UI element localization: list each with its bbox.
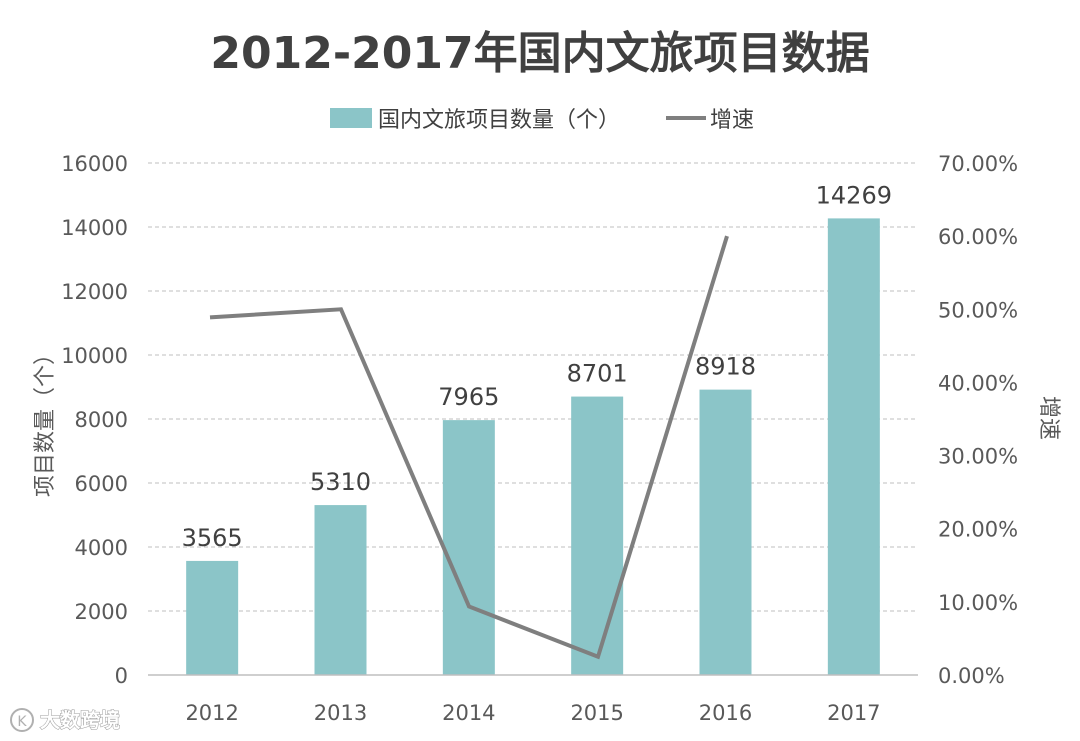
x-tick-label: 2017 xyxy=(827,701,880,725)
bar-value-label: 3565 xyxy=(182,524,243,552)
watermark-logo-icon: K xyxy=(10,708,34,732)
bar-data-labels: 3565 5310 7965 8701 8918 14269 xyxy=(182,181,892,552)
chart-title: 2012-2017年国内文旅项目数据 xyxy=(210,28,869,79)
bar-2017 xyxy=(827,218,880,675)
bar-2013 xyxy=(314,505,367,675)
right-tick-label: 60.00% xyxy=(938,225,1018,249)
left-tick-label: 2000 xyxy=(75,600,128,624)
right-axis-title: 增速 xyxy=(1036,396,1061,440)
x-tick-label: 2015 xyxy=(570,701,623,725)
legend-label-bars: 国内文旅项目数量（个） xyxy=(378,108,620,133)
left-tick-label: 8000 xyxy=(75,408,128,432)
right-axis-ticks: 70.00% 60.00% 50.00% 40.00% 30.00% 20.00% 10.0… xyxy=(938,152,1018,688)
legend-swatch-bars xyxy=(330,108,372,128)
right-tick-label: 30.00% xyxy=(938,445,1018,469)
bar-value-label: 8701 xyxy=(567,360,628,388)
bar-value-label: 14269 xyxy=(816,181,892,209)
bar-2016 xyxy=(699,389,752,675)
left-tick-label: 6000 xyxy=(75,472,128,496)
right-tick-label: 70.00% xyxy=(938,152,1018,176)
right-tick-label: 10.00% xyxy=(938,591,1018,615)
x-tick-label: 2013 xyxy=(314,701,367,725)
left-axis-title: 项目数量（个） xyxy=(33,343,58,497)
left-tick-label: 4000 xyxy=(75,536,128,560)
left-tick-label: 10000 xyxy=(61,344,128,368)
legend: 国内文旅项目数量（个） 增速 xyxy=(330,108,754,133)
bar-value-label: 8918 xyxy=(695,353,756,381)
watermark-text: 大数跨境 xyxy=(40,708,120,732)
left-axis-ticks: 16000 14000 12000 10000 8000 6000 4000 2000 0 xyxy=(61,152,128,688)
left-tick-label: 16000 xyxy=(61,152,128,176)
watermark: K 大数跨境 xyxy=(10,708,121,733)
gridlines xyxy=(148,162,918,612)
bar-2012 xyxy=(186,560,239,675)
left-tick-label: 12000 xyxy=(61,280,128,304)
legend-label-line: 增速 xyxy=(710,108,754,133)
left-tick-label: 14000 xyxy=(61,216,128,240)
bar-series xyxy=(186,218,880,675)
svg-text:K: K xyxy=(17,714,27,730)
bar-value-label: 7965 xyxy=(438,383,499,411)
right-tick-label: 0.00% xyxy=(938,664,1005,688)
right-tick-label: 20.00% xyxy=(938,518,1018,542)
x-tick-label: 2012 xyxy=(185,701,238,725)
bar-2015 xyxy=(571,396,624,675)
left-tick-label: 0 xyxy=(115,664,128,688)
x-axis-ticks: 2012 2013 2014 2015 2016 2017 xyxy=(185,701,880,725)
x-tick-label: 2016 xyxy=(699,701,752,725)
right-tick-label: 40.00% xyxy=(938,371,1018,395)
x-tick-label: 2014 xyxy=(442,701,495,725)
bar-value-label: 5310 xyxy=(310,468,371,496)
right-tick-label: 50.00% xyxy=(938,298,1018,322)
growth-line-series xyxy=(209,235,729,660)
growth-line xyxy=(209,235,729,660)
bar-2014 xyxy=(442,420,495,675)
